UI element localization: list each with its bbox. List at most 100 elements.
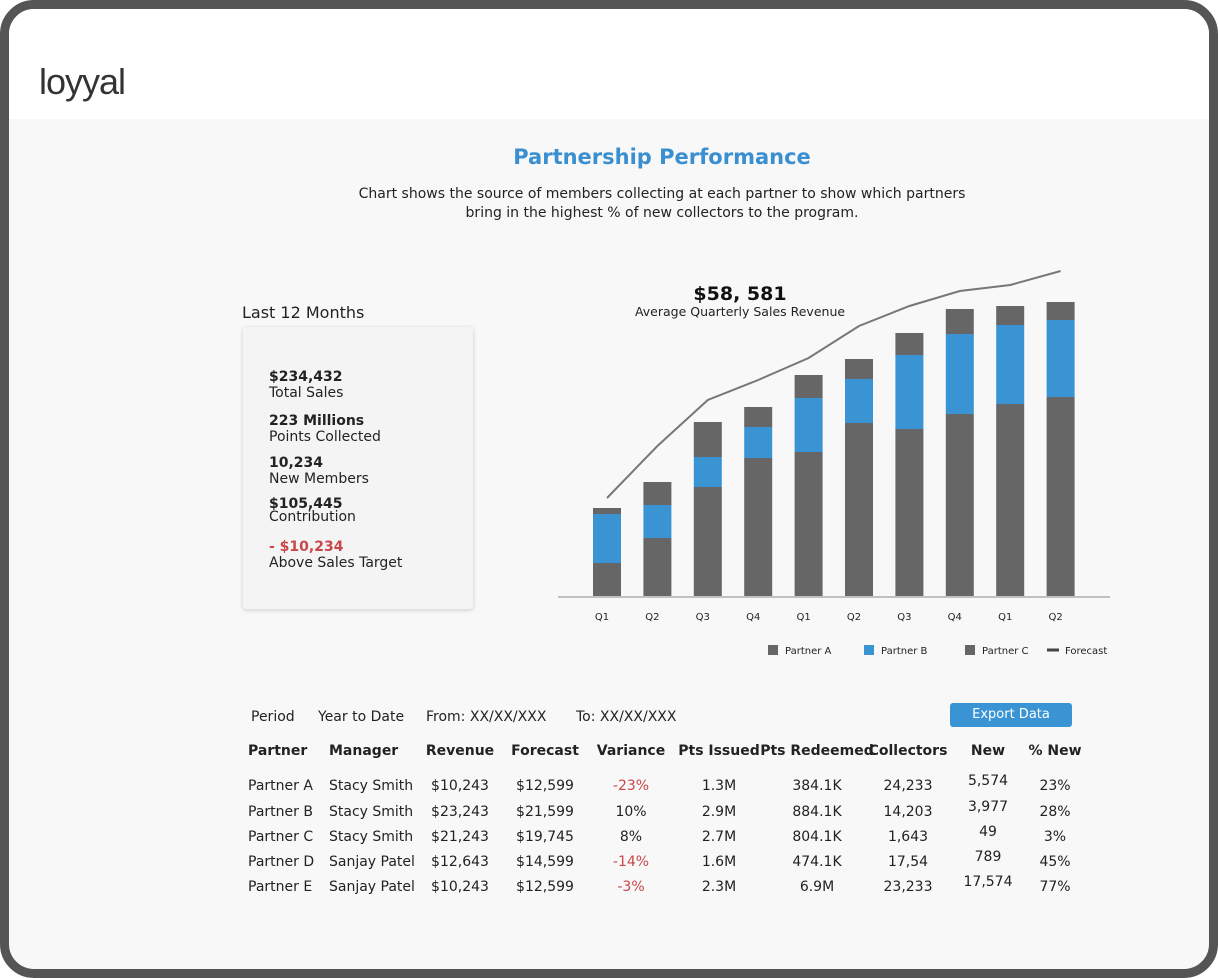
bar-segment [996, 325, 1025, 404]
table-cell: Partner B [248, 804, 313, 820]
filter-label: Period [251, 709, 295, 725]
legend-label: Partner C [982, 646, 1029, 657]
bar-segment [794, 452, 823, 596]
filter-to: To: XX/XX/XXX [576, 709, 677, 725]
x-tick-label: Q4 [948, 612, 962, 623]
logo: loyyal [39, 61, 126, 102]
description: bring in the highest % of new collectors… [465, 205, 859, 221]
chart-annotation: $58, 581 [693, 283, 786, 305]
bar-segment [693, 487, 722, 596]
table-cell: 24,233 [883, 778, 933, 794]
bar-segment [945, 334, 974, 414]
bar-segment [693, 422, 722, 457]
table-cell: 2.3M [701, 879, 737, 895]
table-cell: Partner C [248, 829, 314, 845]
table-cell: 3,977 [967, 799, 1009, 815]
table-cell: Stacy Smith [329, 804, 414, 820]
table-header: Revenue [425, 743, 495, 759]
table-header: Partner [248, 743, 308, 759]
table-cell: 45% [1039, 854, 1071, 870]
bar-segment [845, 359, 873, 379]
summary-label: Above Sales Target [269, 555, 403, 571]
bar-segment [593, 508, 621, 514]
bar-segment [794, 375, 823, 398]
table-cell: $10,243 [431, 778, 489, 794]
table-cell: 17,574 [963, 874, 1013, 890]
legend-swatch [965, 645, 975, 655]
bar-segment [744, 458, 773, 596]
table-cell: Partner D [248, 854, 315, 870]
bar-segment [693, 457, 722, 487]
table-cell: 17,54 [887, 854, 929, 870]
table-cell: 23% [1039, 778, 1071, 794]
table-cell: 884.1K [792, 804, 842, 820]
table-cell: 789 [974, 849, 1002, 865]
summary-label: New Members [269, 471, 369, 487]
table-cell: 2.7M [701, 829, 737, 845]
summary-value: - $10,234 [269, 539, 344, 555]
bar-segment [895, 355, 924, 429]
bar-segment [643, 505, 672, 538]
table-header: Collectors [868, 743, 948, 759]
bar-segment [794, 398, 823, 452]
table-cell: 77% [1039, 879, 1071, 895]
bar-segment [895, 333, 924, 355]
bar-segment [945, 414, 974, 596]
table-cell: Sanjay Patel [329, 854, 415, 870]
table-cell: 804.1K [792, 829, 842, 845]
filter-period: Year to Date [318, 709, 405, 725]
export-button[interactable]: Export Data [950, 703, 1072, 727]
chart-annotation-label: Average Quarterly Sales Revenue [635, 304, 845, 319]
table-cell: 2.9M [701, 804, 737, 820]
x-tick-label: Q2 [847, 612, 861, 623]
table-cell: $23,243 [431, 804, 489, 820]
legend-swatch [768, 645, 778, 655]
summary-heading: Last 12 Months [242, 303, 365, 322]
table-cell: Partner A [248, 778, 313, 794]
header-band [9, 9, 1209, 119]
table-cell: 384.1K [792, 778, 842, 794]
table-cell: -14% [612, 854, 650, 870]
bar-segment [593, 563, 621, 596]
summary-value: 10,234 [269, 455, 324, 471]
summary-value: 223 Millions [269, 413, 365, 429]
table-header: Variance [596, 743, 666, 759]
table-cell: 49 [979, 824, 997, 840]
table-cell: 474.1K [792, 854, 842, 870]
x-tick-label: Q1 [595, 612, 609, 623]
table-cell: $12,599 [516, 778, 574, 794]
table-header: New [970, 743, 1006, 759]
table-cell: $12,643 [431, 854, 489, 870]
bar-segment [1046, 397, 1075, 596]
legend-label: Partner B [881, 646, 928, 657]
page-title: Partnership Performance [513, 145, 811, 169]
legend-label: Forecast [1065, 646, 1107, 657]
x-tick-label: Q3 [696, 612, 710, 623]
legend-swatch [864, 645, 874, 655]
description: Chart shows the source of members collec… [358, 186, 966, 202]
table-cell: 1,643 [887, 829, 929, 845]
summary-value: $234,432 [269, 369, 343, 385]
bar-segment [845, 423, 873, 596]
table-cell: 6.9M [799, 879, 835, 895]
bar-segment [593, 514, 621, 563]
table-cell: Stacy Smith [329, 778, 414, 794]
table-header: Pts Redeemed [760, 743, 874, 759]
summary-label: Points Collected [269, 429, 381, 445]
table-cell: Sanjay Patel [329, 879, 415, 895]
legend-label: Partner A [785, 646, 832, 657]
table-cell: 5,574 [967, 773, 1009, 789]
summary-card [243, 327, 473, 609]
table-cell: 3% [1043, 829, 1067, 845]
table-cell: $14,599 [516, 854, 574, 870]
forecast-line [606, 270, 1061, 499]
bar-segment [895, 429, 924, 596]
table-cell: -23% [612, 778, 650, 794]
filter-from: From: XX/XX/XXX [426, 709, 547, 725]
bar-segment [996, 404, 1025, 596]
table-cell: 10% [615, 804, 647, 820]
table-header: % New [1028, 743, 1082, 759]
table-cell: 14,203 [883, 804, 933, 820]
table-cell: $19,745 [516, 829, 574, 845]
